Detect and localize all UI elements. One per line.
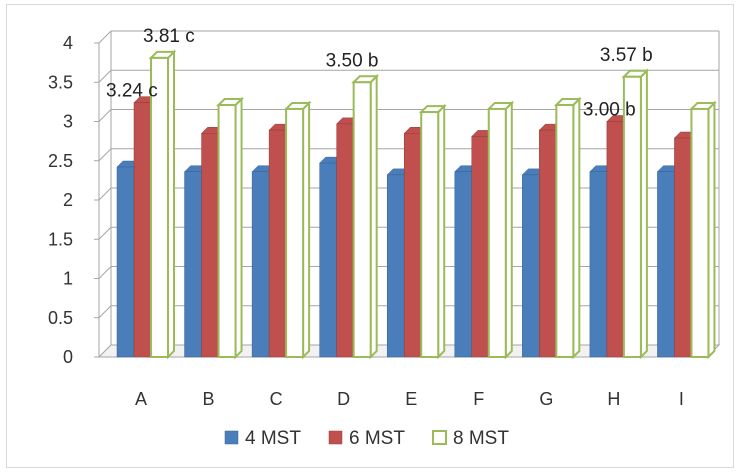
x-tick-label: E [405,389,417,409]
bar-front [522,174,540,358]
data-label: 3.24 c [106,81,158,102]
bar-front [150,56,169,358]
data-label: 3.00 b [583,100,636,121]
data-label: 3.57 b [600,45,653,66]
x-tick-label: D [337,389,350,409]
y-tick-label: 2 [63,190,73,210]
bars [116,49,717,360]
data-labels: 3.81 c 3.24 c 3.50 b 3.57 b 3.00 b [106,26,653,121]
bar-chart: 00.511.522.533.54A B C D E F G H I 3.81 c3.24 c3… [48,26,721,449]
bar-front [217,104,237,358]
gridline-diagonal [98,187,112,201]
bar-front [268,129,287,358]
bar-front [184,171,202,358]
legend-item-6-mst: 6 MST [328,428,405,449]
bar-front [133,102,152,358]
bar-front [674,137,692,358]
x-tick-label: A [135,389,147,409]
x-tick-label: B [203,389,215,409]
bar-C-8-mst [283,100,312,360]
y-tick-label: 0 [63,347,73,367]
data-label: 3.50 b [326,50,379,71]
bar-front [352,81,372,358]
data-label: 3.81 c [143,26,195,47]
bar-front [201,133,219,358]
bar-B-8-mst [216,96,244,360]
bar-front [386,174,405,358]
x-tick-label: H [607,389,620,409]
bar-F-8-mst [486,100,515,360]
bar-front [116,166,135,358]
gridline-diagonal [98,109,112,122]
legend-item-8-mst: 8 MST [432,428,509,449]
x-tick-label: G [539,389,553,409]
gridline-diagonal [98,30,112,44]
legend-swatch [432,430,447,445]
gridline-diagonal [98,266,112,279]
x-tick-label: F [473,389,484,409]
bar-E-8-mst [418,103,447,360]
bar-front [420,111,440,358]
bar-front [285,107,305,358]
y-tick-label: 2.5 [48,151,73,171]
y-tick-label: 1.5 [48,229,73,249]
legend-label: 8 MST [453,428,509,449]
gridline-diagonal [98,148,112,162]
bar-front [319,162,337,358]
legend-label: 4 MST [245,428,301,449]
bar-front [471,136,490,358]
bar-D-8-mst [351,73,380,360]
bar-front [606,121,625,358]
y-tick-label: 3 [63,112,73,132]
legend: 4 MST 6 MST 8 MST [224,428,509,449]
bar-I-8-mst [689,100,717,360]
legend-swatch [224,430,239,445]
legend-swatch [328,430,343,445]
bar-front [622,75,642,358]
bar-front [657,171,675,358]
y-tick-label: 0.5 [48,308,73,328]
x-tick-label: I [679,389,684,409]
legend-label: 6 MST [349,428,405,449]
bar-front [690,107,710,358]
bar-G-8-mst [553,96,582,360]
bar-A-8-mst [148,49,177,360]
x-tick-label: C [270,389,283,409]
bar-front [251,171,270,358]
bar-front [555,104,575,358]
bar-front [539,129,557,358]
gridline-diagonal [98,226,112,240]
bar-front [336,123,354,358]
y-tick-label: 3.5 [48,72,73,92]
legend-item-4-mst: 4 MST [224,428,301,449]
gridline-diagonal [98,305,112,319]
bar-H-8-mst [621,68,650,360]
bar-front [487,107,507,358]
y-tick-label: 1 [63,269,73,289]
bar-front [454,171,473,358]
gridline-diagonal [98,69,112,83]
bar-front [589,171,608,358]
bar-front [403,133,422,358]
y-tick-label: 4 [63,33,73,53]
